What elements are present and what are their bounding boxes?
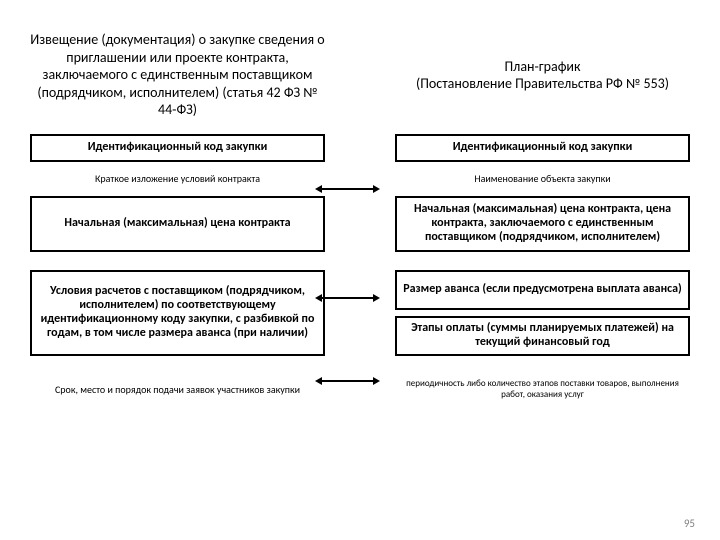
right-box-id-code: Идентификационный код закупки — [395, 134, 690, 162]
page-number: 95 — [684, 517, 695, 530]
connector-2 — [320, 297, 375, 299]
connector-1 — [320, 188, 375, 190]
right-plain-object-name: Наименование объекта закупки — [395, 162, 690, 196]
right-plain-frequency: периодичность либо количество этапов пос… — [395, 370, 690, 410]
left-header: Извещение (документация) о закупке сведе… — [30, 20, 325, 130]
right-header: План-график (Постановление Правительства… — [395, 20, 690, 130]
right-box-price: Начальная (максимальная) цена контракта,… — [395, 196, 690, 252]
left-column: Извещение (документация) о закупке сведе… — [30, 20, 325, 410]
right-column: План-график (Постановление Правительства… — [395, 20, 690, 410]
right-box-advance: Размер аванса (если предусмотрена выплат… — [395, 270, 690, 310]
left-box-payment-terms: Условия расчетов с поставщиком (подрядчи… — [30, 270, 325, 356]
left-plain-deadline: Срок, место и порядок подачи заявок учас… — [30, 370, 325, 410]
left-plain-conditions: Краткое изложение условий контракта — [30, 162, 325, 196]
right-box-stages: Этапы оплаты (суммы планируемых платежей… — [395, 316, 690, 356]
diagram-columns: Извещение (документация) о закупке сведе… — [30, 20, 690, 410]
left-box-id-code: Идентификационный код закупки — [30, 134, 325, 162]
connector-3 — [320, 380, 375, 382]
left-box-price: Начальная (максимальная) цена контракта — [30, 196, 325, 252]
